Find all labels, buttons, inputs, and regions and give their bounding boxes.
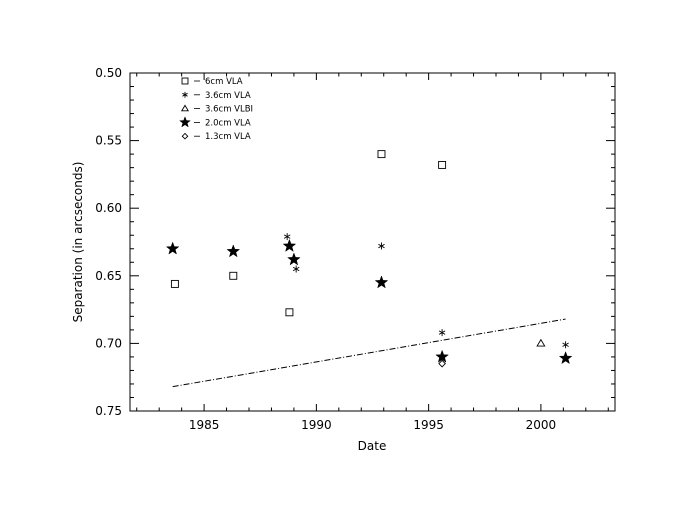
- legend-label: 2.0cm VLA: [205, 118, 251, 128]
- legend: 6cm VLA 3.6cm VLA 3.6cm VLBI 2.0cm VLA 1.3cm…: [179, 77, 253, 142]
- y-tick-label: 0.50: [95, 66, 122, 80]
- point-asterisk: [292, 265, 300, 273]
- y-tick-label: 0.55: [95, 134, 122, 148]
- legend-label: 3.6cm VLBI: [205, 105, 253, 115]
- point-star: [282, 238, 297, 252]
- y-tick-label: 0.70: [95, 336, 122, 350]
- point-asterisk: [438, 329, 446, 337]
- y-axis-ticks: 0.50 0.55 0.60 0.65 0.70 0.75: [95, 66, 615, 418]
- legend-marker-diamond: [181, 132, 189, 140]
- point-star: [374, 275, 389, 289]
- point-square: [438, 160, 447, 169]
- point-square: [229, 271, 238, 280]
- point-triangle: [536, 338, 546, 347]
- legend-marker-asterisk: [182, 91, 188, 98]
- x-tick-label: 2000: [526, 418, 557, 432]
- legend-label: 3.6cm VLA: [205, 91, 251, 101]
- y-axis-label: Separation (in arcseconds): [71, 162, 85, 323]
- legend-label: 6cm VLA: [205, 77, 243, 87]
- plot-frame: [129, 72, 616, 412]
- point-star: [287, 252, 301, 266]
- x-axis-label: Date: [358, 439, 387, 453]
- legend-marker-star: [179, 116, 191, 128]
- point-asterisk: [283, 233, 291, 241]
- point-asterisk: [378, 242, 385, 250]
- legend-label: 1.3cm VLA: [205, 132, 251, 142]
- x-tick-label: 1985: [189, 418, 220, 432]
- fit-line-group: [172, 318, 566, 388]
- y-tick-label: 0.65: [95, 269, 122, 283]
- point-asterisk: [562, 341, 569, 349]
- point-star: [558, 351, 573, 365]
- point-star: [226, 244, 241, 258]
- point-star: [435, 349, 449, 363]
- data-points: [165, 150, 573, 368]
- point-square: [285, 308, 294, 317]
- y-tick-label: 0.75: [95, 404, 122, 418]
- point-square: [377, 150, 386, 159]
- y-tick-label: 0.60: [95, 201, 122, 215]
- legend-marker-triangle: [180, 104, 190, 112]
- x-tick-label: 1990: [301, 418, 332, 432]
- legend-marker-square: [181, 77, 189, 85]
- x-tick-label: 1995: [413, 418, 444, 432]
- point-square: [170, 279, 179, 288]
- point-diamond: [438, 359, 446, 368]
- fit-line: [172, 318, 566, 388]
- x-axis-ticks: 1985 1990 1995 2000: [136, 73, 609, 432]
- point-star: [165, 241, 180, 255]
